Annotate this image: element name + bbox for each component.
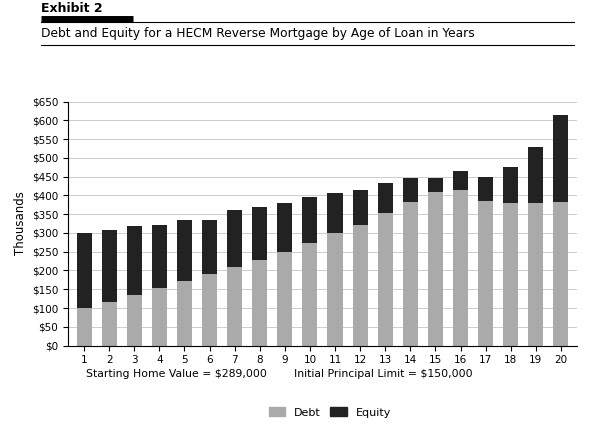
Bar bbox=[353, 190, 368, 225]
Bar bbox=[177, 281, 192, 346]
Bar bbox=[77, 308, 91, 346]
Bar bbox=[554, 115, 568, 202]
Bar bbox=[127, 226, 142, 295]
Bar bbox=[152, 288, 167, 346]
Bar bbox=[102, 302, 117, 346]
Bar bbox=[327, 193, 343, 233]
Bar bbox=[453, 190, 468, 346]
Bar bbox=[277, 203, 292, 252]
Bar bbox=[503, 167, 518, 203]
Bar bbox=[277, 252, 292, 346]
Bar bbox=[378, 213, 393, 346]
Bar bbox=[302, 244, 317, 346]
Bar bbox=[252, 206, 267, 260]
Bar bbox=[478, 177, 493, 201]
Bar bbox=[152, 225, 167, 288]
Bar bbox=[503, 203, 518, 346]
Bar bbox=[227, 267, 242, 346]
Bar bbox=[202, 273, 217, 346]
Text: Exhibit 2: Exhibit 2 bbox=[41, 2, 103, 15]
Bar bbox=[428, 192, 443, 346]
Bar bbox=[177, 220, 192, 281]
Bar bbox=[353, 225, 368, 346]
Bar bbox=[403, 202, 418, 346]
Bar bbox=[453, 171, 468, 190]
Text: Initial Principal Limit = $150,000: Initial Principal Limit = $150,000 bbox=[293, 369, 472, 379]
Bar bbox=[327, 233, 343, 346]
Text: Starting Home Value = $289,000: Starting Home Value = $289,000 bbox=[86, 369, 267, 379]
Bar bbox=[302, 197, 317, 244]
Bar bbox=[127, 295, 142, 346]
Bar bbox=[403, 178, 418, 202]
Bar bbox=[428, 178, 443, 192]
Bar bbox=[77, 233, 91, 308]
Bar bbox=[528, 147, 543, 203]
Bar bbox=[378, 183, 393, 213]
Bar bbox=[252, 260, 267, 346]
Bar bbox=[554, 202, 568, 346]
Y-axis label: Thousands: Thousands bbox=[15, 192, 28, 255]
Bar bbox=[102, 229, 117, 302]
Bar bbox=[478, 201, 493, 346]
Legend: Debt, Equity: Debt, Equity bbox=[264, 403, 395, 422]
Text: Debt and Equity for a HECM Reverse Mortgage by Age of Loan in Years: Debt and Equity for a HECM Reverse Mortg… bbox=[41, 27, 475, 40]
Bar bbox=[528, 203, 543, 346]
Bar bbox=[227, 210, 242, 267]
Bar bbox=[202, 220, 217, 273]
